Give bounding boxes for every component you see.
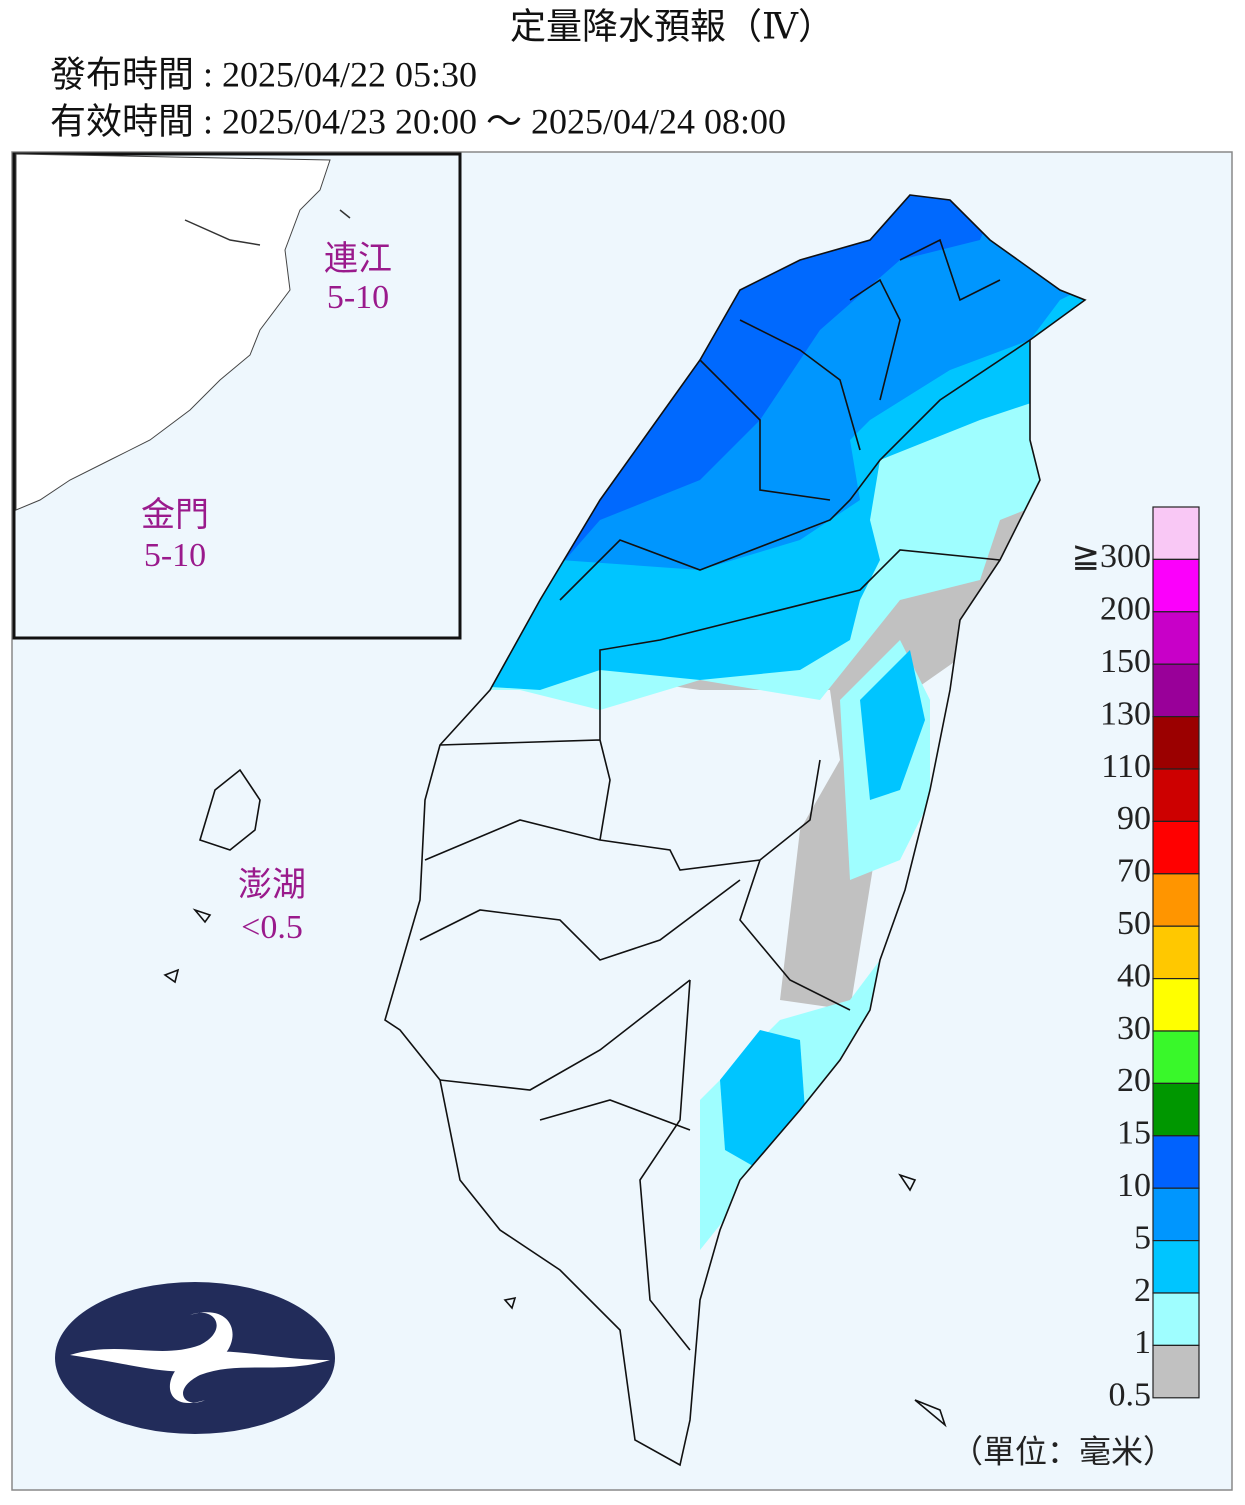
region-range: 5-10 [144,537,206,574]
legend-swatch [1152,768,1200,823]
legend-label: 5 [1134,1219,1151,1256]
legend-label: 150 [1100,643,1151,680]
legend-label: 2 [1134,1272,1151,1309]
legend-swatch [1152,1030,1200,1085]
legend-swatch [1152,663,1200,718]
islands [163,768,947,1428]
legend-swatch [1152,1187,1200,1242]
legend-swatch [1152,873,1200,927]
region-name: 澎湖 [238,866,306,904]
legend-swatch [1152,977,1200,1032]
legend-label: 200 [1100,591,1151,628]
county-borders [419,238,1031,1351]
legend-label: 30 [1117,1010,1151,1047]
region-range: <0.5 [241,909,303,946]
legend-swatch [1152,1344,1200,1399]
valid-time: 有效時間 : 2025/04/23 20:00 ～ 2025/04/24 08:… [50,101,786,141]
legend-swatch [1152,611,1200,665]
region-name: 金門 [141,496,209,534]
inset-river [184,209,351,246]
legend-swatch [1152,558,1200,613]
legend-label: ≧300 [1072,538,1152,575]
title: 定量降水預報（Ⅳ） [510,6,834,46]
legend-swatch [1152,925,1200,980]
legend-label: 70 [1117,853,1151,890]
legend-swatch [1152,1292,1200,1347]
legend-unit: （單位：毫米） [951,1433,1175,1469]
legend-swatch [1152,1239,1200,1294]
logo [55,1282,335,1434]
legend-swatch [1152,506,1200,561]
region-name: 連江 [324,240,392,278]
legend-label: 15 [1117,1115,1151,1152]
legend-label: 10 [1117,1167,1151,1204]
legend-label: 40 [1117,957,1151,994]
legend-swatch [1152,1082,1200,1137]
legend-label: 110 [1101,748,1151,785]
legend-swatch [1152,820,1200,875]
legend-label: 130 [1100,695,1151,732]
legend-swatch [1152,715,1200,770]
legend-label: 50 [1117,905,1151,942]
legend-label: 1 [1134,1324,1151,1361]
legend-label: 0.5 [1109,1377,1152,1414]
legend-label: 90 [1117,800,1151,837]
issued-time: 發布時間 : 2025/04/22 05:30 [50,54,477,94]
legend-label: 20 [1117,1062,1151,1099]
legend-swatch [1152,1135,1200,1189]
region-range: 5-10 [327,279,389,316]
